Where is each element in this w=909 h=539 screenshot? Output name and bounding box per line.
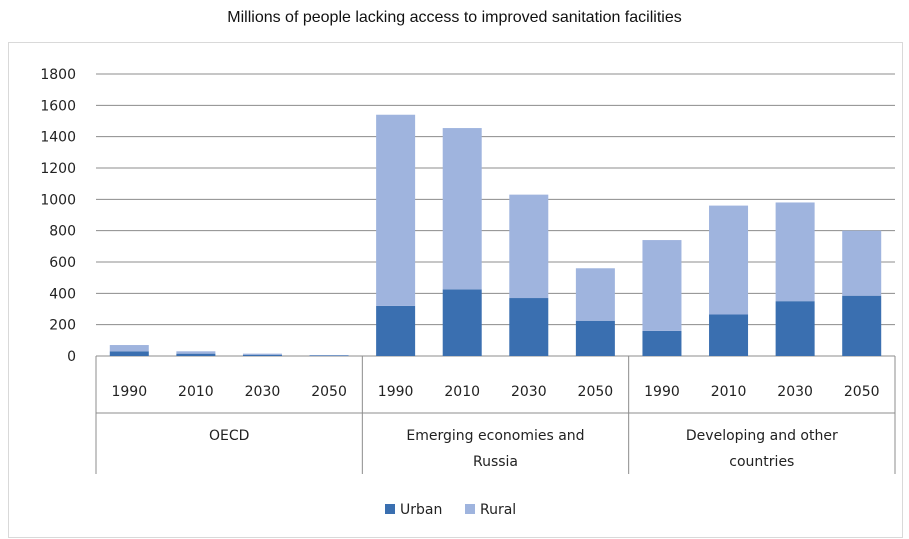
bar-urban (509, 298, 548, 356)
x-tick-label: 1990 (378, 384, 414, 400)
y-tick-label: 600 (49, 255, 76, 271)
x-tick-label: 2030 (777, 384, 813, 400)
legend-label-rural: Rural (480, 502, 516, 518)
x-tick-label: 2010 (178, 384, 214, 400)
y-tick-label: 1400 (40, 130, 76, 146)
legend-swatch-rural (465, 504, 475, 514)
x-tick-label: 2010 (444, 384, 480, 400)
x-tick-label: 1990 (644, 384, 680, 400)
bar-urban (709, 314, 748, 356)
group-label: Developing and other (686, 428, 838, 444)
x-tick-label: 2050 (844, 384, 880, 400)
bar-rural (243, 354, 282, 355)
bar-urban (776, 301, 815, 356)
chart-area: 0 200 400 600 800 1000 1200 1400 1600 1800 1990 201… (8, 42, 903, 538)
bar-urban (842, 296, 881, 356)
legend-swatch-urban (385, 504, 395, 514)
y-tick-label: 1600 (40, 98, 76, 114)
y-tick-label: 0 (67, 349, 76, 365)
y-tick-label: 1200 (40, 161, 76, 177)
legend-label-urban: Urban (400, 502, 442, 518)
chart-svg: 0 200 400 600 800 1000 1200 1400 1600 1800 1990 201… (9, 43, 904, 539)
bar-urban (443, 289, 482, 356)
bar-rural (709, 206, 748, 315)
bar-rural (176, 351, 215, 353)
x-tick-label: 2030 (511, 384, 547, 400)
y-tick-label: 400 (49, 286, 76, 302)
bar-rural (110, 345, 149, 351)
bar-rural (642, 240, 681, 331)
bar-rural (576, 268, 615, 320)
bar-urban (642, 331, 681, 356)
x-tick-label: 2010 (711, 384, 747, 400)
group-label: OECD (209, 428, 249, 444)
bar-urban (243, 355, 282, 356)
bar-rural (776, 202, 815, 301)
x-tick-label: 2050 (311, 384, 347, 400)
y-tick-label: 200 (49, 318, 76, 334)
bar-rural (842, 231, 881, 296)
bar-rural (443, 128, 482, 289)
bar-urban (176, 354, 215, 356)
x-tick-label: 2050 (578, 384, 614, 400)
group-label: Russia (473, 454, 518, 470)
bar-urban (376, 306, 415, 356)
x-tick-label: 1990 (111, 384, 147, 400)
group-label: countries (729, 454, 794, 470)
y-tick-label: 1800 (40, 67, 76, 83)
bar-rural (509, 195, 548, 298)
bar-urban (576, 321, 615, 356)
group-label: Emerging economies and (406, 428, 584, 444)
bar-rural (376, 115, 415, 306)
y-tick-label: 1000 (40, 192, 76, 208)
bar-urban (110, 351, 149, 356)
x-tick-label: 2030 (245, 384, 281, 400)
y-tick-label: 800 (49, 224, 76, 240)
chart-title: Millions of people lacking access to imp… (0, 9, 909, 27)
